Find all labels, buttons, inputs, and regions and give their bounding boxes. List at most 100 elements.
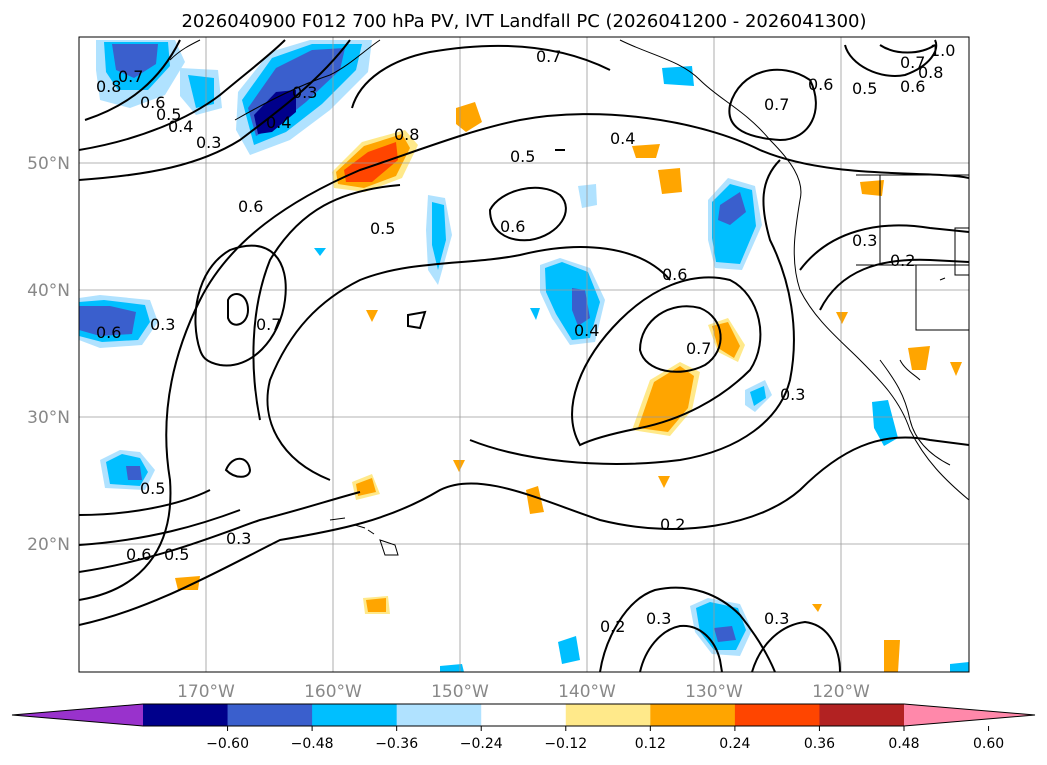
contour-label: 0.3	[226, 529, 251, 548]
colorbar-segment	[650, 704, 736, 726]
shade-negative-strong	[718, 192, 746, 225]
longitude-labels: 170°W 160°W 150°W 140°W 130°W 120°W	[177, 682, 870, 702]
colorbar-segment	[227, 704, 313, 726]
contour-label: 0.3	[852, 231, 877, 250]
coastlines	[169, 39, 969, 556]
contour-label: 0.7	[900, 53, 925, 72]
contour-label: 0.3	[646, 609, 671, 628]
shade-positive-mid	[884, 640, 900, 672]
plot-frame	[78, 36, 970, 673]
contour-label: 0.5	[510, 147, 535, 166]
shade-positive-mid	[812, 604, 822, 612]
shade-positive-mid	[658, 168, 682, 194]
colorbar-segment	[143, 704, 229, 726]
shade-negative-mid	[950, 662, 969, 672]
contour-label: 0.3	[780, 385, 805, 404]
pv-contours	[79, 39, 969, 672]
shade-negative-mid	[432, 202, 446, 270]
colorbar-tick-label: 0.48	[888, 736, 919, 752]
colorbar-tick-label: −0.60	[206, 736, 249, 752]
contour-label: 0.6	[500, 217, 525, 236]
colorbar-segment	[481, 704, 567, 726]
contour-label: 0.4	[610, 129, 635, 148]
figure-title: 2026040900 F012 700 hPa PV, IVT Landfall…	[181, 11, 866, 32]
lon-label: 160°W	[304, 682, 362, 702]
contour-labels: 0.8 0.7 0.6 0.5 0.4 0.3 0.4 0.3 0.8 0.7 …	[96, 41, 955, 636]
shade-negative-light	[578, 184, 597, 208]
colorbar-segment	[565, 704, 651, 726]
latitude-labels: 50°N 40°N 30°N 20°N	[27, 154, 70, 555]
shade-positive-mid	[366, 598, 386, 612]
lon-label: 130°W	[685, 682, 743, 702]
shade-positive-mid	[456, 102, 482, 132]
shade-positive-mid	[836, 312, 848, 324]
colorbar-tick-label: 0.36	[804, 736, 835, 752]
contour-label: 0.6	[238, 197, 263, 216]
lon-label: 150°W	[431, 682, 489, 702]
contour-label: 0.2	[890, 251, 915, 270]
colorbar-tick-label: −0.36	[375, 736, 418, 752]
contour-label: 0.6	[900, 77, 925, 96]
colorbar-segment	[396, 704, 482, 726]
contour-label: 0.5	[164, 545, 189, 564]
lat-label: 50°N	[27, 154, 70, 174]
shade-negative-strong	[126, 466, 142, 480]
shade-positive-mid	[658, 476, 670, 488]
contour-label: 0.6	[662, 265, 687, 284]
contour-label: 0.6	[126, 545, 151, 564]
colorbar-tick-label: −0.48	[291, 736, 334, 752]
shade-positive-mid	[632, 144, 660, 158]
lon-label: 120°W	[812, 682, 870, 702]
contour-label: 0.2	[660, 515, 685, 534]
shade-positive-mid	[526, 486, 544, 514]
shade-negative-mid	[872, 400, 898, 446]
contour-label: 0.4	[266, 113, 291, 132]
contour-label: 0.5	[156, 105, 181, 124]
colorbar-outline	[11, 703, 1036, 727]
shade-positive-mid	[356, 478, 376, 496]
contour-label: 0.6	[96, 323, 121, 342]
lat-label: 40°N	[27, 281, 70, 301]
contour-label: 0.4	[168, 117, 193, 136]
contour-label: 0.6	[808, 75, 833, 94]
contour-label: 0.3	[764, 609, 789, 628]
lat-label: 20°N	[27, 535, 70, 555]
colorbar-tick-label: 0.12	[635, 736, 666, 752]
shade-negative-mid	[530, 308, 540, 320]
contour-label: 0.3	[292, 83, 317, 102]
contour-label: 0.7	[536, 47, 561, 66]
contour-label: 0.5	[140, 479, 165, 498]
shade-positive-mid	[175, 576, 200, 590]
contour-label: 0.5	[852, 79, 877, 98]
colorbar-segment	[312, 704, 398, 726]
contour-label: 0.2	[600, 617, 625, 636]
shade-positive-mid	[453, 460, 465, 472]
colorbar-segment	[819, 704, 905, 726]
shade-negative-mid	[188, 75, 214, 108]
colorbar-tick-label: −0.12	[544, 736, 587, 752]
contour-label: 0.8	[96, 77, 121, 96]
contour-label: 0.7	[256, 315, 281, 334]
contour-label: 0.5	[370, 219, 395, 238]
map-plot-area: 0.8 0.7 0.6 0.5 0.4 0.3 0.4 0.3 0.8 0.7 …	[79, 37, 969, 672]
contour-label: 0.3	[196, 133, 221, 152]
contour-label: 0.4	[574, 321, 599, 340]
contour-label: 0.7	[118, 67, 143, 86]
shade-negative-mid	[314, 248, 326, 256]
colorbar-tick-label: 0.24	[719, 736, 750, 752]
contour-label: 0.7	[686, 339, 711, 358]
graticule	[79, 37, 969, 672]
contour-label: 1.0	[930, 41, 955, 60]
contour-label: 0.8	[394, 125, 419, 144]
contour-label: 0.8	[918, 63, 943, 82]
shade-negative-mid	[662, 66, 694, 86]
contour-label: 0.7	[764, 95, 789, 114]
lon-label: 140°W	[558, 682, 616, 702]
shade-positive-mid	[950, 362, 962, 376]
shade-positive-mid	[860, 180, 884, 196]
colorbar-tick-label: 0.60	[973, 736, 1004, 752]
shade-negative-strong	[572, 288, 590, 326]
pv-shading	[79, 40, 969, 672]
lon-label: 170°W	[177, 682, 235, 702]
